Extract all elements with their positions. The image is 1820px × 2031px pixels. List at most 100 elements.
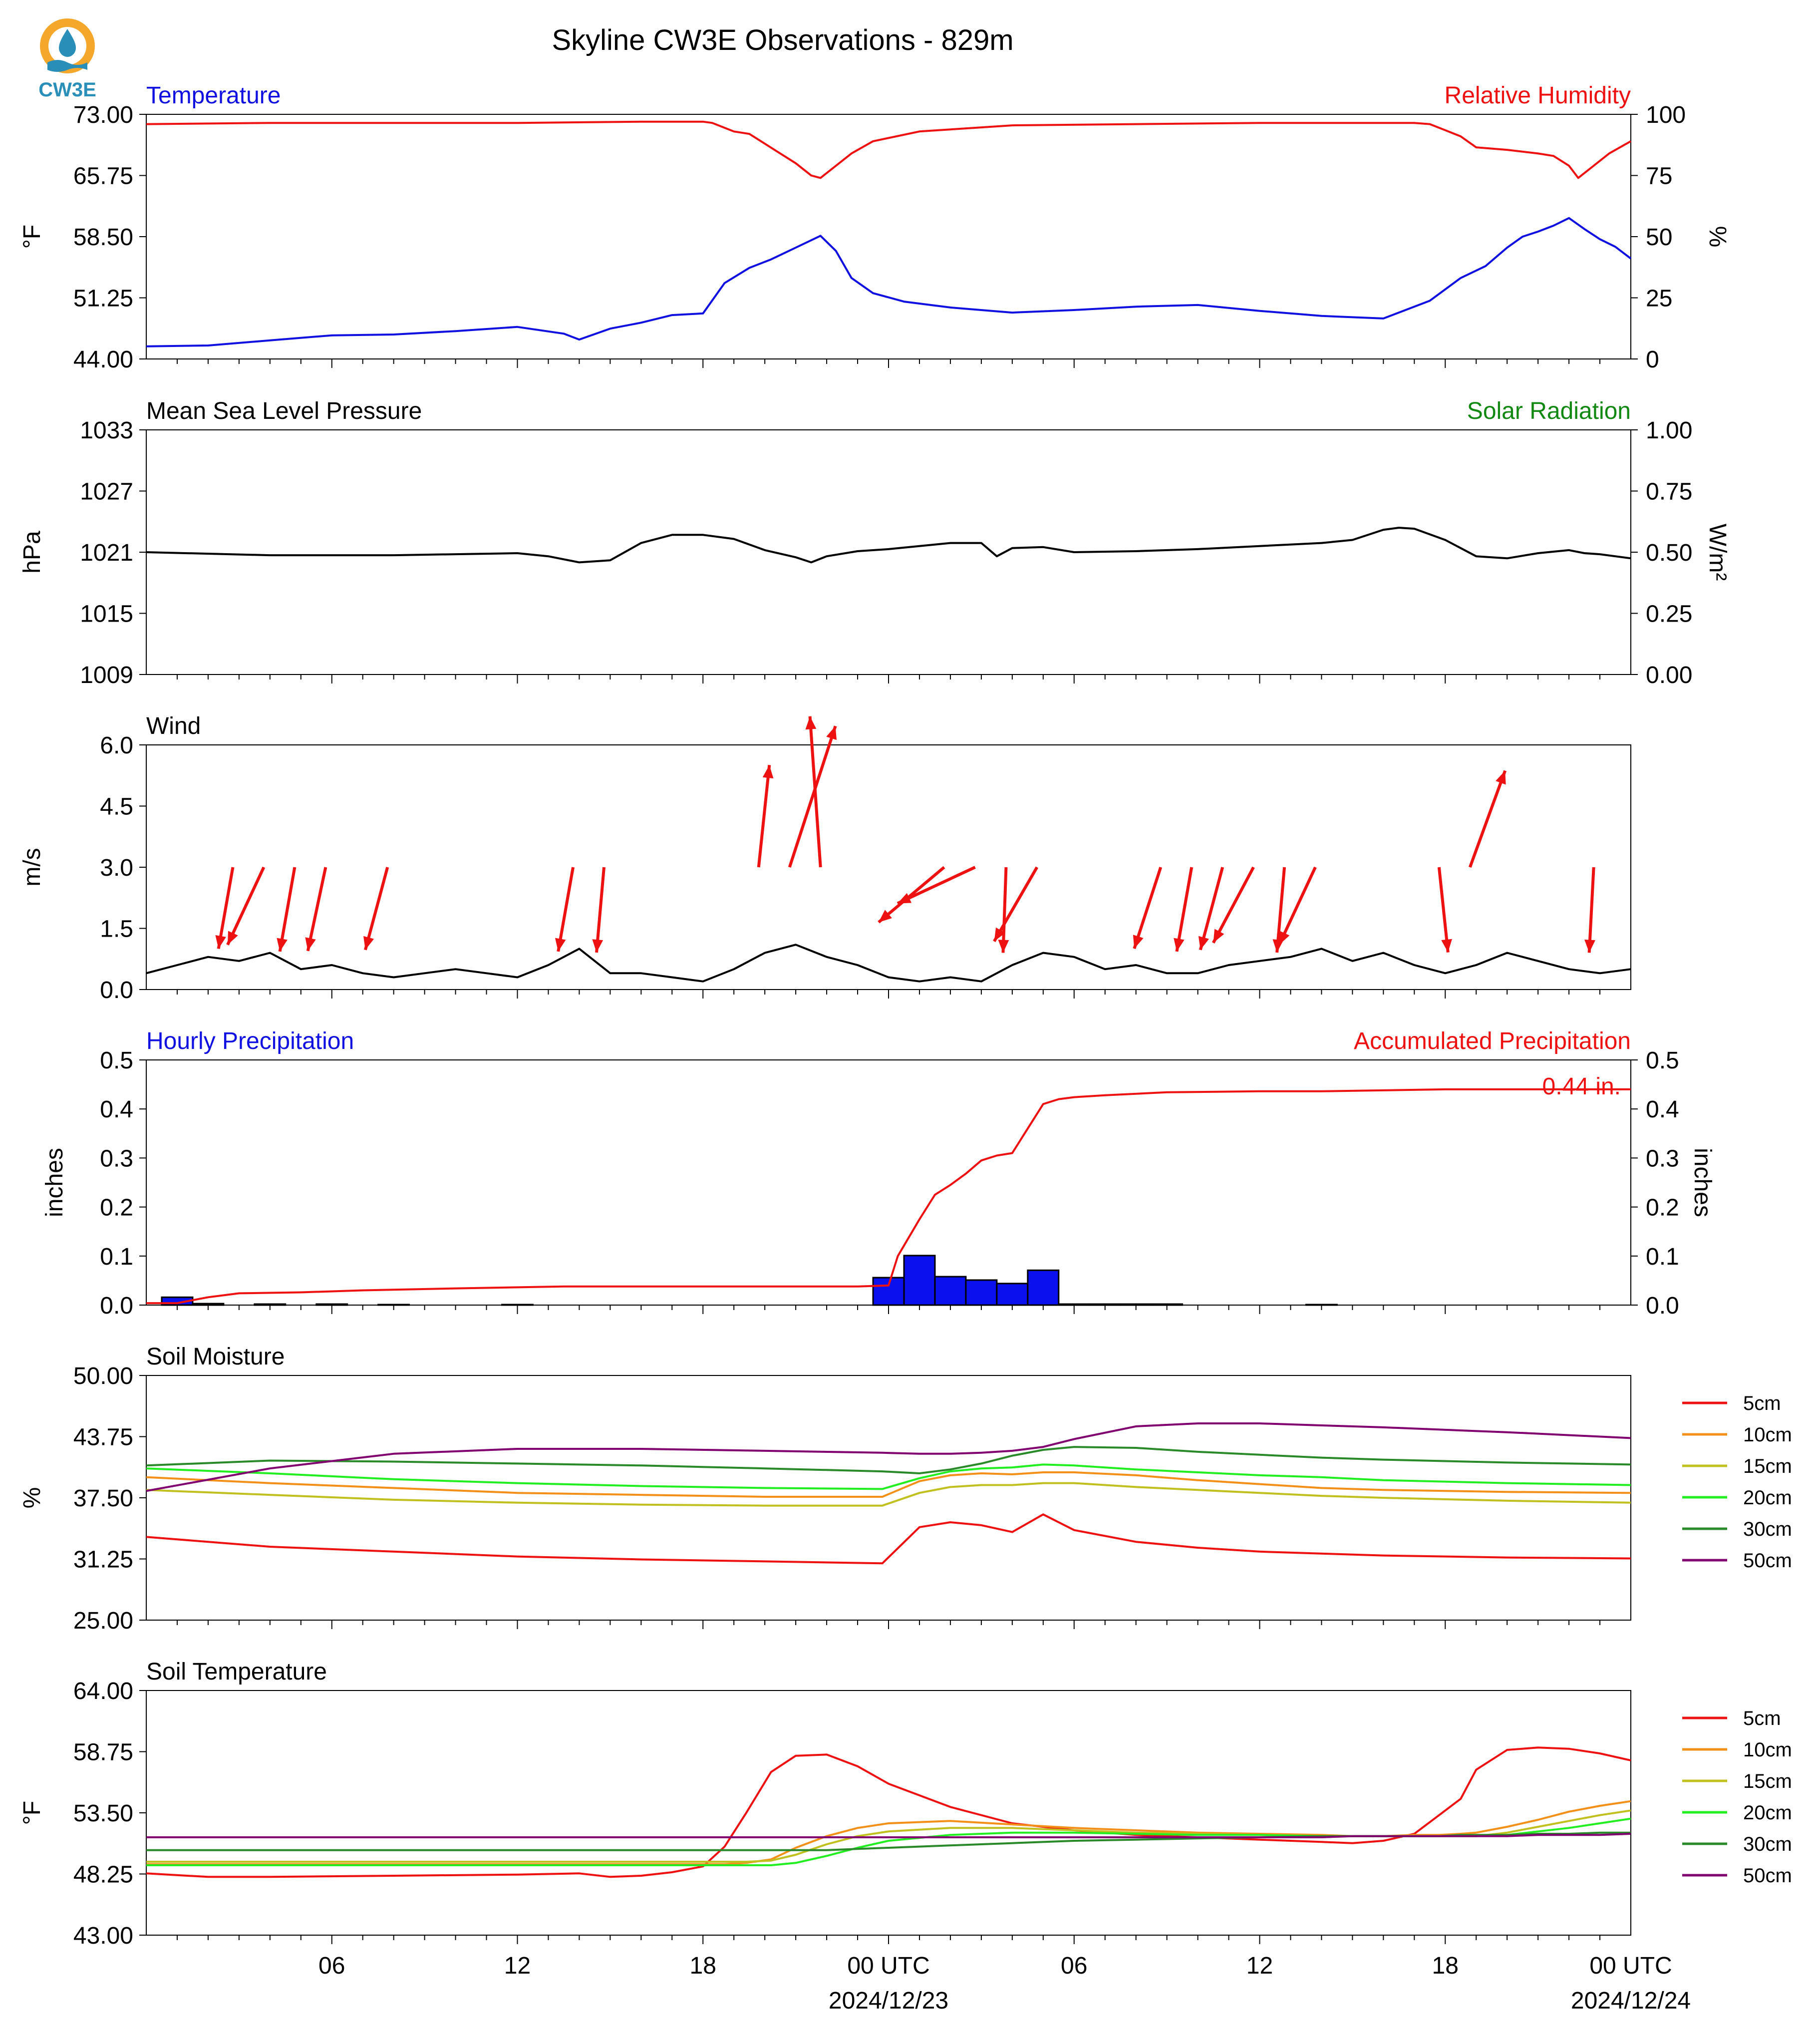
wind-arrow-head: [277, 938, 288, 952]
legend-label: 20cm: [1743, 1487, 1792, 1509]
y-tick-label: 37.50: [73, 1485, 133, 1512]
panel-pressure: 1033 1027 1021 1015 1009 1.00 0.75 0.50 0.25 0.00…: [19, 398, 1731, 688]
wind-arrow-head: [1441, 939, 1452, 953]
soil-line-30cm: [146, 1831, 1631, 1851]
y-tick-label: 0.5: [100, 1047, 133, 1074]
y2-tick-label: 0.75: [1646, 479, 1692, 505]
wind-arrow-head: [1496, 770, 1506, 785]
y-tick-label: 1033: [80, 417, 133, 444]
panel-soil_temperature: 64.00 58.75 53.50 48.25 43.00 Soil Temperatur…: [19, 1659, 1792, 1949]
wind-arrow-shaft: [1175, 867, 1194, 952]
y-tick-label: 64.00: [73, 1678, 133, 1704]
wind-arrow-head: [215, 935, 226, 949]
legend-label: 30cm: [1743, 1518, 1792, 1540]
y2-tick-label: 0.0: [1646, 1293, 1679, 1319]
precip-bar: [1089, 1303, 1122, 1306]
y2-tick-label: 0.00: [1646, 662, 1692, 688]
wind-arrow-shaft: [306, 867, 327, 952]
precip-bar: [192, 1303, 225, 1306]
y-tick-label: 0.0: [100, 977, 133, 1004]
legend-label: 50cm: [1743, 1550, 1792, 1572]
panel-title-right: Solar Radiation: [1467, 398, 1631, 424]
precip-bar: [996, 1283, 1029, 1306]
y-tick-label: 53.50: [73, 1800, 133, 1827]
wind-arrow-shaft: [363, 867, 389, 951]
panel-frame: [146, 744, 1631, 990]
y-tick-label: 25.00: [73, 1608, 133, 1634]
precip-bar: [254, 1303, 287, 1306]
y-axis-label: hPa: [19, 531, 45, 574]
y-tick-label: 1027: [80, 479, 133, 505]
wind-arrow-head: [898, 893, 912, 904]
panel-frame: [146, 1059, 1631, 1306]
wind-arrow-shaft: [808, 716, 822, 868]
y-tick-label: 1015: [80, 601, 133, 628]
wind-arrow-head: [227, 931, 238, 945]
y2-tick-label: 75: [1646, 163, 1672, 190]
y2-tick-label: 100: [1646, 102, 1686, 128]
soil-line-10cm: [146, 1471, 1631, 1498]
panel-soil_moisture: 50.00 43.75 37.50 31.25 25.00 Soil Moisture% 5…: [19, 1344, 1792, 1634]
soil-line-30cm: [146, 1446, 1631, 1474]
legend-label: 15cm: [1743, 1455, 1792, 1477]
legend-label: 30cm: [1743, 1833, 1792, 1855]
x-tick-label: 18: [690, 1953, 716, 1979]
legend-label: 15cm: [1743, 1770, 1792, 1792]
pressure-line: [146, 527, 1631, 564]
soil-line-5cm: [146, 1746, 1631, 1878]
y2-axis-label: W/m²: [1704, 524, 1731, 581]
y2-axis-label: inches: [1689, 1148, 1716, 1217]
y-tick-label: 6.0: [100, 732, 133, 759]
precip-bar: [1058, 1303, 1091, 1306]
wind-arrow-head: [998, 940, 1009, 953]
precip-bar: [872, 1277, 905, 1306]
soil-line-20cm: [146, 1817, 1631, 1866]
y2-axis-label: %: [1704, 226, 1731, 248]
y2-tick-label: 50: [1646, 224, 1672, 251]
y-axis-label: °F: [19, 1801, 45, 1825]
y-tick-label: 48.25: [73, 1862, 133, 1888]
precip-bar: [315, 1303, 348, 1306]
wind-arrow-head: [555, 938, 566, 952]
wind-arrow-shaft: [897, 866, 976, 905]
y-tick-label: 58.50: [73, 224, 133, 251]
y-axis-label: °F: [19, 225, 45, 249]
wind-arrow-head: [1198, 936, 1209, 950]
precip-bar: [1027, 1269, 1060, 1306]
panel-temperature: 73.00 65.75 58.50 51.25 44.00 100 75 50 25 0 Tempe…: [19, 82, 1731, 373]
legend-label: 50cm: [1743, 1865, 1792, 1887]
temperature-line: [146, 217, 1632, 347]
wind-arrow-head: [1133, 935, 1144, 949]
wind-arrow-shaft: [226, 866, 266, 946]
y-axis-label: inches: [41, 1148, 68, 1217]
y-tick-label: 1.5: [100, 916, 133, 943]
logo-text: CW3E: [38, 79, 96, 101]
x-tick-label: 12: [504, 1953, 531, 1979]
legend-label: 5cm: [1743, 1392, 1781, 1414]
panel-frame: [146, 114, 1631, 359]
panel-wind: 6.0 4.5 3.0 1.5 0.0 Wind m/s: [19, 713, 1631, 1004]
panel-title-left: Mean Sea Level Pressure: [146, 398, 422, 424]
y2-tick-label: 0: [1646, 346, 1659, 373]
wind-arrow-shaft: [1133, 867, 1163, 950]
wind-arrow-shaft: [993, 866, 1038, 943]
wind-arrow-shaft: [757, 765, 771, 868]
y2-tick-label: 0.50: [1646, 540, 1692, 566]
wind-arrow-head: [1213, 929, 1224, 943]
humidity-line: [146, 120, 1631, 179]
accumulated-precip-line: [146, 1088, 1631, 1305]
wind-arrow-shaft: [595, 867, 606, 953]
soil-line-50cm: [146, 1422, 1631, 1492]
wind-arrow-head: [994, 927, 1005, 942]
wind-arrow-shaft: [1468, 770, 1507, 868]
wind-arrow-shaft: [1212, 866, 1255, 944]
wind-arrow-head: [592, 939, 604, 953]
logo-emblem-icon: [40, 18, 95, 73]
wind-arrow-shaft: [278, 867, 297, 952]
y-axis-label: m/s: [19, 848, 45, 886]
panel-precip: 0.5 0.4 0.3 0.2 0.1 0.0 0.5 0.4 0.3 0.2 0.1 0.0 Hour…: [41, 1028, 1716, 1319]
y2-tick-label: 0.2: [1646, 1195, 1679, 1221]
y-tick-label: 3.0: [100, 855, 133, 881]
y-tick-label: 50.00: [73, 1363, 133, 1389]
